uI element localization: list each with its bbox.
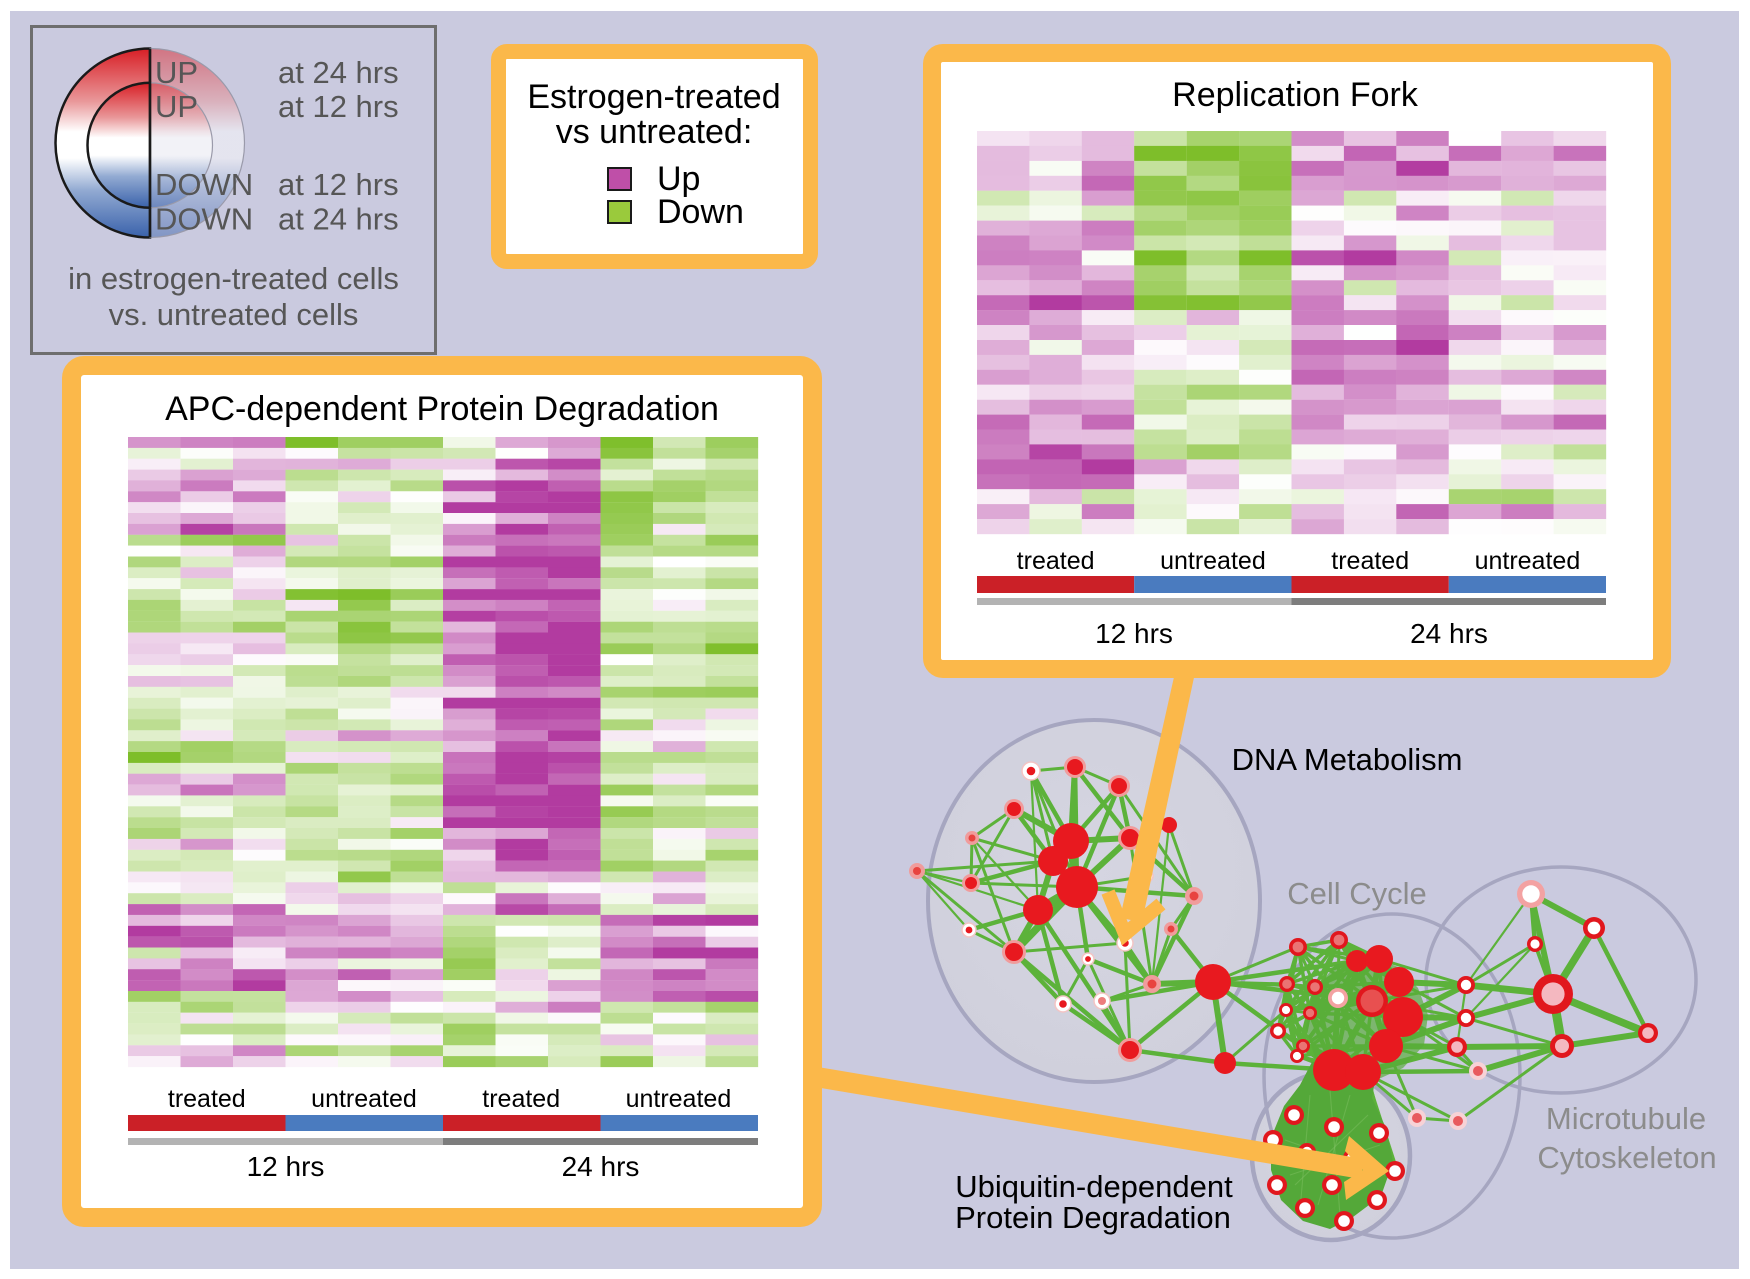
svg-text:treated: treated	[1017, 547, 1095, 575]
svg-text:Cell Cycle: Cell Cycle	[1287, 876, 1427, 911]
svg-text:treated: treated	[1331, 547, 1409, 575]
svg-text:vs untreated:: vs untreated:	[556, 113, 753, 151]
svg-text:at 12 hrs: at 12 hrs	[278, 167, 399, 202]
svg-text:at 24 hrs: at 24 hrs	[278, 55, 399, 90]
svg-text:vs. untreated cells: vs. untreated cells	[109, 297, 359, 332]
svg-text:untreated: untreated	[311, 1085, 417, 1113]
svg-text:DOWN: DOWN	[155, 202, 253, 237]
svg-text:24 hrs: 24 hrs	[562, 1151, 640, 1182]
svg-text:DOWN: DOWN	[155, 167, 253, 202]
svg-text:12 hrs: 12 hrs	[1095, 618, 1173, 649]
svg-text:in estrogen-treated cells: in estrogen-treated cells	[68, 261, 399, 296]
svg-text:DNA Metabolism: DNA Metabolism	[1232, 742, 1463, 777]
svg-text:UP: UP	[155, 89, 198, 124]
svg-text:at 12 hrs: at 12 hrs	[278, 89, 399, 124]
svg-text:Cytoskeleton: Cytoskeleton	[1537, 1140, 1716, 1175]
svg-text:UP: UP	[155, 55, 198, 90]
svg-text:Protein Degradation: Protein Degradation	[955, 1200, 1231, 1235]
svg-text:Down: Down	[657, 193, 744, 231]
svg-text:Up: Up	[657, 160, 700, 198]
svg-text:treated: treated	[482, 1085, 560, 1113]
svg-text:APC-dependent Protein Degradat: APC-dependent Protein Degradation	[165, 390, 719, 428]
svg-text:untreated: untreated	[1160, 547, 1266, 575]
svg-text:24 hrs: 24 hrs	[1410, 618, 1488, 649]
svg-text:treated: treated	[168, 1085, 246, 1113]
svg-text:12 hrs: 12 hrs	[247, 1151, 325, 1182]
svg-text:Ubiquitin-dependent: Ubiquitin-dependent	[955, 1169, 1233, 1204]
svg-text:Replication Fork: Replication Fork	[1172, 76, 1419, 114]
svg-text:Microtubule: Microtubule	[1546, 1101, 1706, 1136]
svg-text:Estrogen-treated: Estrogen-treated	[527, 78, 780, 116]
svg-text:untreated: untreated	[626, 1085, 732, 1113]
svg-text:untreated: untreated	[1475, 547, 1581, 575]
svg-text:at 24 hrs: at 24 hrs	[278, 202, 399, 237]
